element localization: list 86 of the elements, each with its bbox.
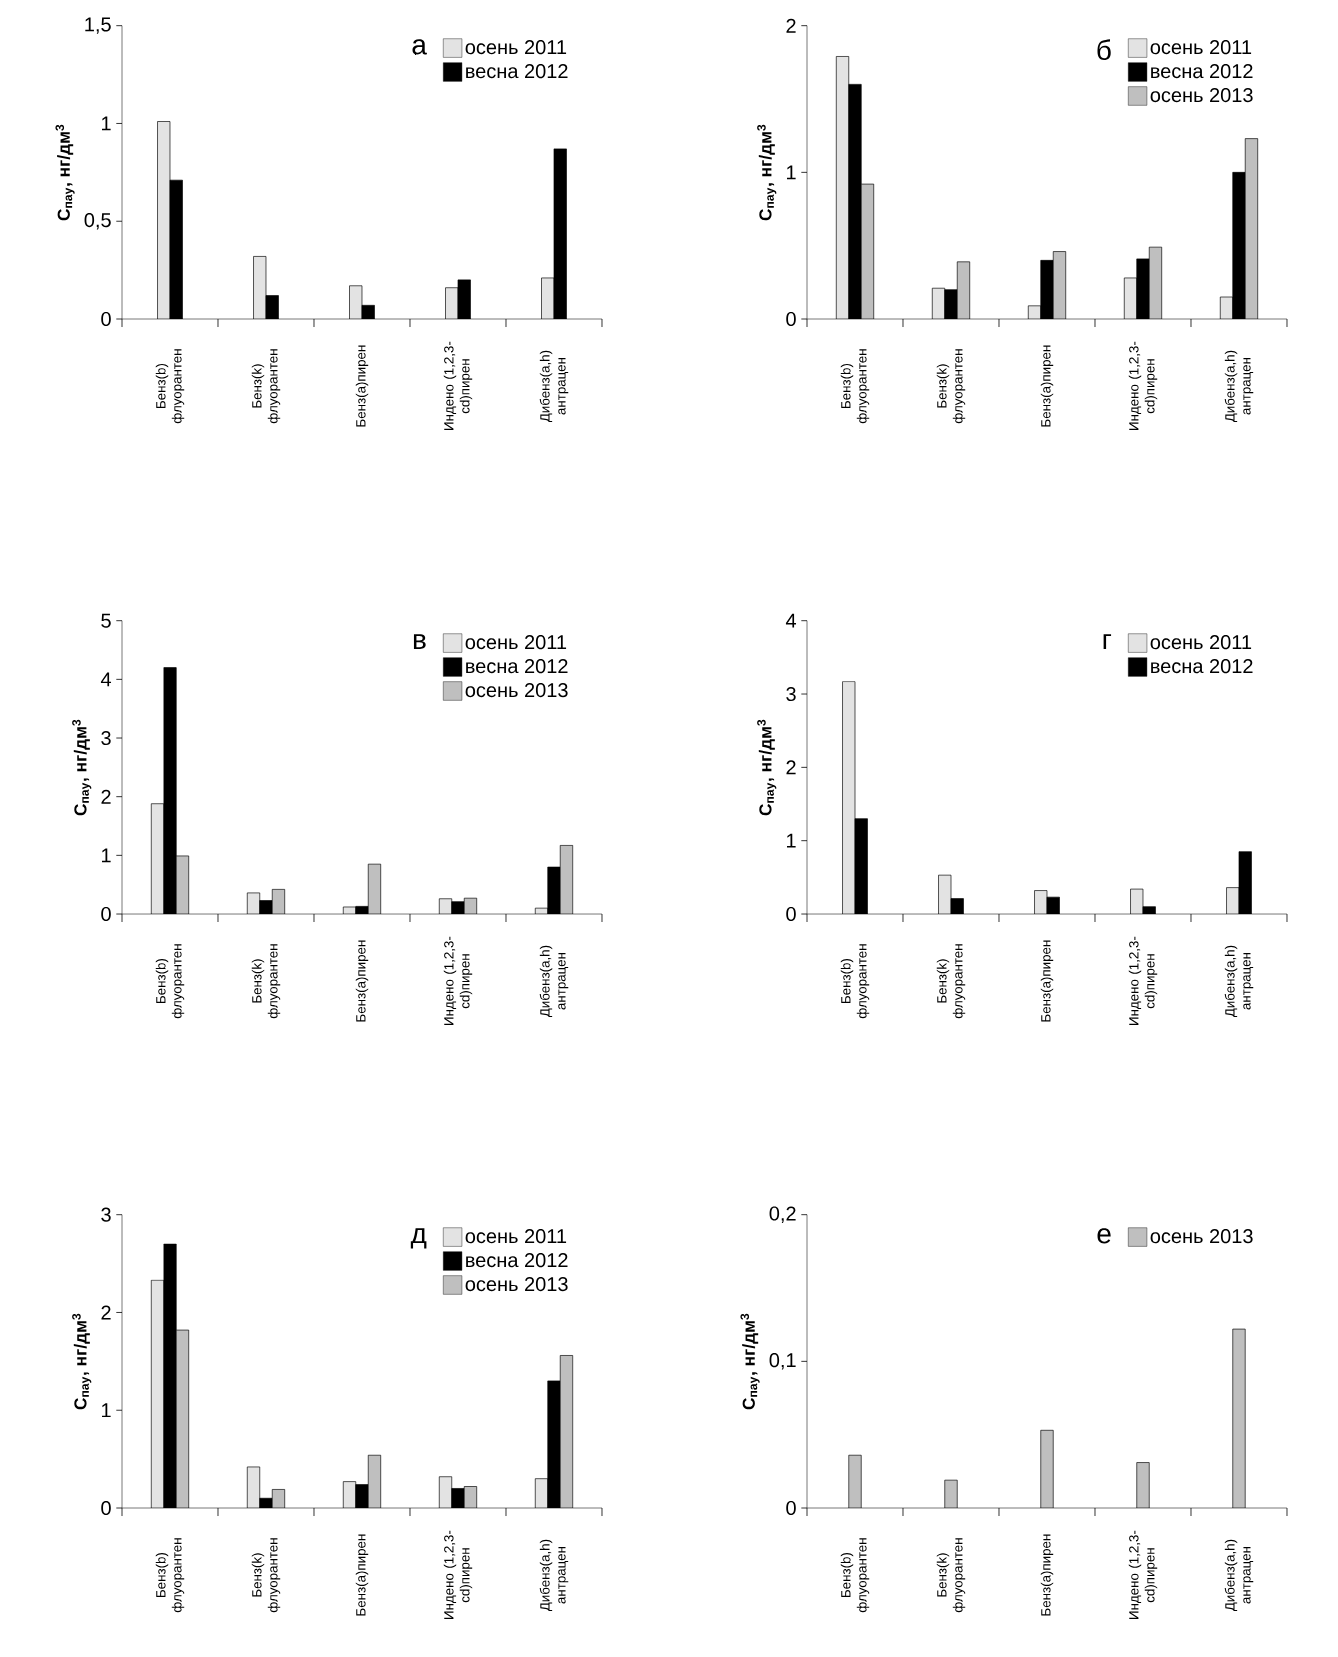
legend-label: осень 2011 — [465, 1229, 567, 1244]
x-tick-label: Бенз(a)пирен — [355, 345, 369, 427]
y-tick-label: 2 — [786, 18, 796, 33]
y-tick-label: 3 — [786, 686, 796, 702]
y-tick-label: 3 — [101, 1207, 111, 1222]
x-tick-label: Бенз(b) флуорантен — [155, 1538, 185, 1613]
chart-title: б — [1097, 39, 1111, 60]
y-tick-label: 0 — [101, 906, 111, 922]
y-axis-title: C$_{пау}$, нг/дм$^{3}$ — [740, 1313, 760, 1410]
bar — [848, 1455, 862, 1509]
legend-label: осень 2011 — [465, 635, 567, 650]
x-tick-label: Бенз(b) флуорантен — [155, 349, 185, 424]
y-tick-label: 0 — [786, 906, 796, 922]
chart-title: д — [410, 1228, 427, 1249]
y-tick-label: 0 — [786, 1500, 796, 1516]
bar — [1040, 1430, 1054, 1509]
x-tick-label: Бенз(k) флуорантен — [251, 1538, 281, 1613]
legend-label: весна 2012 — [1151, 659, 1253, 674]
legend-label: осень 2013 — [1150, 88, 1253, 103]
x-tick-label: Индено (1,2,3-cd)пирен — [1128, 1530, 1158, 1619]
legend-label: осень 2013 — [465, 683, 568, 698]
y-tick-label: 3 — [101, 730, 111, 746]
y-axis-title: C$_{пау}$, нг/дм$^{3}$ — [55, 124, 75, 221]
y-tick-label: 1 — [787, 165, 796, 180]
x-tick-label: Дибенз(a,h) антрацен — [539, 1539, 569, 1612]
x-tick-label: Индено (1,2,3-cd)пирен — [1128, 936, 1158, 1025]
x-tick-label: Бенз(b) флуорантен — [840, 1538, 870, 1613]
y-axis-title: C$_{пау}$, нг/дм$^{3}$ — [757, 719, 777, 816]
x-tick-label: Индено (1,2,3-cd)пирен — [443, 341, 473, 430]
x-tick-label: Бенз(k) флуорантен — [936, 944, 966, 1019]
legend-label: осень 2011 — [465, 40, 567, 55]
x-tick-label: Бенз(k) флуорантен — [251, 349, 281, 424]
legend-label: осень 2011 — [1150, 635, 1252, 650]
chart-title: в — [413, 634, 426, 649]
bar — [1232, 1328, 1246, 1509]
y-axis-title: C$_{пау}$, нг/дм$^{3}$ — [757, 124, 777, 221]
x-tick-label: Индено (1,2,3-cd)пирен — [443, 1530, 473, 1619]
x-tick-label: Бенз(a)пирен — [1040, 940, 1054, 1022]
x-tick-label: Бенз(a)пирен — [1040, 1534, 1054, 1616]
chart-title: г — [1103, 634, 1112, 649]
legend-label: весна 2012 — [466, 659, 568, 674]
y-tick-label: 4 — [785, 613, 797, 628]
y-tick-label: 2 — [101, 789, 111, 804]
y-tick-label: 2 — [101, 1305, 111, 1320]
y-axis-title: C$_{пау}$, нг/дм$^{3}$ — [72, 719, 92, 816]
x-tick-label: Индено (1,2,3-cd)пирен — [443, 936, 473, 1025]
y-axis-title: C$_{пау}$, нг/дм$^{3}$ — [72, 1313, 92, 1410]
x-tick-label: Бенз(a)пирен — [1040, 345, 1054, 427]
legend-label: осень 2013 — [465, 1277, 568, 1292]
y-tick-label: 0,2 — [769, 1206, 796, 1223]
y-tick-label: 4 — [100, 672, 112, 687]
chart-title: а — [412, 39, 427, 55]
x-tick-label: Дибенз(a,h) антрацен — [539, 945, 569, 1018]
y-tick-label: 0,5 — [84, 212, 111, 230]
x-tick-label: Бенз(k) флуорантен — [936, 1538, 966, 1613]
y-tick-label: 1 — [102, 116, 111, 131]
x-tick-label: Бенз(b) флуорантен — [840, 944, 870, 1019]
y-tick-label: 2 — [786, 760, 796, 775]
x-tick-label: Бенз(k) флуорантен — [936, 349, 966, 424]
x-tick-label: Бенз(b) флуорантен — [840, 349, 870, 424]
y-tick-label: 5 — [101, 613, 111, 628]
y-tick-label: 0 — [101, 1500, 111, 1516]
legend-label: осень 2013 — [1150, 1229, 1253, 1244]
x-tick-label: Дибенз(a,h) антрацен — [1224, 1539, 1254, 1612]
y-tick-label: 1 — [787, 833, 796, 848]
y-tick-label: 0 — [101, 311, 111, 327]
x-tick-label: Бенз(b) флуорантен — [155, 944, 185, 1019]
x-tick-label: Бенз(a)пирен — [355, 940, 369, 1022]
chart-title: е — [1097, 1228, 1111, 1244]
x-tick-label: Бенз(k) флуорантен — [251, 944, 281, 1019]
legend-label: весна 2012 — [1151, 64, 1253, 79]
x-tick-label: Бенз(a)пирен — [355, 1534, 369, 1616]
y-tick-label: 1,5 — [85, 17, 111, 34]
y-tick-label: 0 — [786, 311, 796, 327]
x-tick-label: Дибенз(a,h) антрацен — [1224, 350, 1254, 423]
x-tick-label: Дибенз(a,h) антрацен — [539, 350, 569, 423]
legend-label: весна 2012 — [466, 64, 568, 79]
bar — [944, 1480, 958, 1509]
legend-label: осень 2011 — [1150, 40, 1252, 55]
x-tick-label: Индено (1,2,3-cd)пирен — [1128, 341, 1158, 430]
bar — [1136, 1462, 1150, 1509]
x-tick-label: Дибенз(a,h) антрацен — [1224, 945, 1254, 1018]
y-tick-label: 0,1 — [769, 1353, 796, 1370]
y-tick-label: 1 — [102, 848, 111, 863]
legend-label: весна 2012 — [466, 1253, 568, 1268]
y-tick-label: 1 — [102, 1403, 111, 1418]
